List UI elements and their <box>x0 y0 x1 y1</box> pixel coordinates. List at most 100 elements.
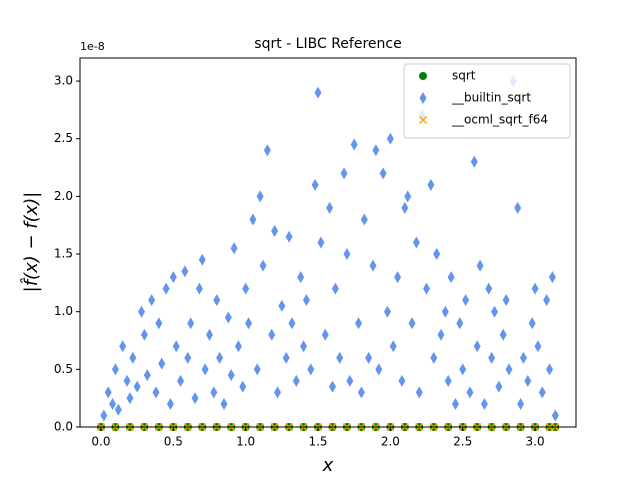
point <box>485 282 493 295</box>
point <box>278 299 286 312</box>
point <box>423 282 431 295</box>
point <box>427 178 435 191</box>
point <box>491 305 499 318</box>
point <box>155 317 163 330</box>
point <box>129 351 137 364</box>
point <box>274 386 282 399</box>
point <box>346 374 354 387</box>
point <box>360 213 368 226</box>
point <box>111 363 119 376</box>
point <box>389 340 397 353</box>
point <box>195 282 203 295</box>
point <box>227 369 235 382</box>
point <box>268 328 276 341</box>
point <box>143 369 151 382</box>
point <box>430 351 438 364</box>
point <box>210 386 218 399</box>
point <box>162 282 170 295</box>
point <box>331 282 339 295</box>
point <box>201 363 209 376</box>
point <box>488 351 496 364</box>
point <box>271 224 279 237</box>
point <box>317 236 325 249</box>
point <box>462 294 470 307</box>
point <box>386 132 394 145</box>
x-tick-label: 2.0 <box>381 435 400 449</box>
point <box>379 167 387 180</box>
point <box>548 271 556 284</box>
point <box>288 317 296 330</box>
point <box>181 265 189 278</box>
point <box>459 363 467 376</box>
point <box>114 403 122 416</box>
point <box>534 340 542 353</box>
point <box>502 294 510 307</box>
legend-marker <box>419 72 427 80</box>
point <box>242 282 250 295</box>
point <box>517 397 525 410</box>
point <box>172 340 180 353</box>
point <box>433 248 441 261</box>
point <box>412 236 420 249</box>
x-tick-label: 0.0 <box>91 435 110 449</box>
axes-frame <box>79 57 577 428</box>
point <box>224 311 232 324</box>
point <box>470 155 478 168</box>
point <box>198 253 206 266</box>
y-tick-label: 2.0 <box>54 189 73 203</box>
point <box>538 386 546 399</box>
point <box>314 86 322 99</box>
point <box>123 374 131 387</box>
x-tick-label: 2.5 <box>453 435 472 449</box>
point <box>350 138 358 151</box>
point <box>441 305 449 318</box>
point <box>249 213 257 226</box>
y-tick-label: 0.0 <box>54 420 73 434</box>
point <box>213 294 221 307</box>
point <box>466 386 474 399</box>
point <box>365 351 373 364</box>
point <box>456 317 464 330</box>
x-tick-label: 0.5 <box>164 435 183 449</box>
point <box>383 305 391 318</box>
y-tick-label: 2.5 <box>54 131 73 145</box>
x-tick-label: 1.5 <box>308 435 327 449</box>
point <box>216 351 224 364</box>
point <box>531 282 539 295</box>
point <box>375 363 383 376</box>
point <box>297 271 305 284</box>
legend-label: __ocml_sqrt_f64 <box>451 113 548 127</box>
legend-marker <box>418 115 428 125</box>
point <box>119 340 127 353</box>
point <box>415 386 423 399</box>
point <box>355 317 363 330</box>
point <box>394 271 402 284</box>
point <box>340 167 348 180</box>
chart-title: sqrt - LIBC Reference <box>254 36 401 52</box>
legend: sqrt __builtin_sqrt __ocml_sqrt_f64 <box>403 63 571 139</box>
y-offset-label: 1e-8 <box>80 40 105 53</box>
point <box>100 409 108 422</box>
point <box>126 392 134 405</box>
point <box>372 144 380 157</box>
point <box>292 374 300 387</box>
point <box>282 351 290 364</box>
point <box>401 201 409 214</box>
point <box>230 242 238 255</box>
point <box>495 380 503 393</box>
point <box>302 294 310 307</box>
point <box>104 386 112 399</box>
y-tick-label: 1.5 <box>54 247 73 261</box>
point <box>326 201 334 214</box>
point <box>357 386 365 399</box>
legend-label: __builtin_sqrt <box>451 91 531 105</box>
point <box>519 351 527 364</box>
point <box>263 144 271 157</box>
point <box>480 397 488 410</box>
point <box>476 259 484 272</box>
x-axis-label: x <box>322 455 334 476</box>
point <box>546 363 554 376</box>
point <box>239 380 247 393</box>
legend-label: sqrt <box>452 69 476 83</box>
